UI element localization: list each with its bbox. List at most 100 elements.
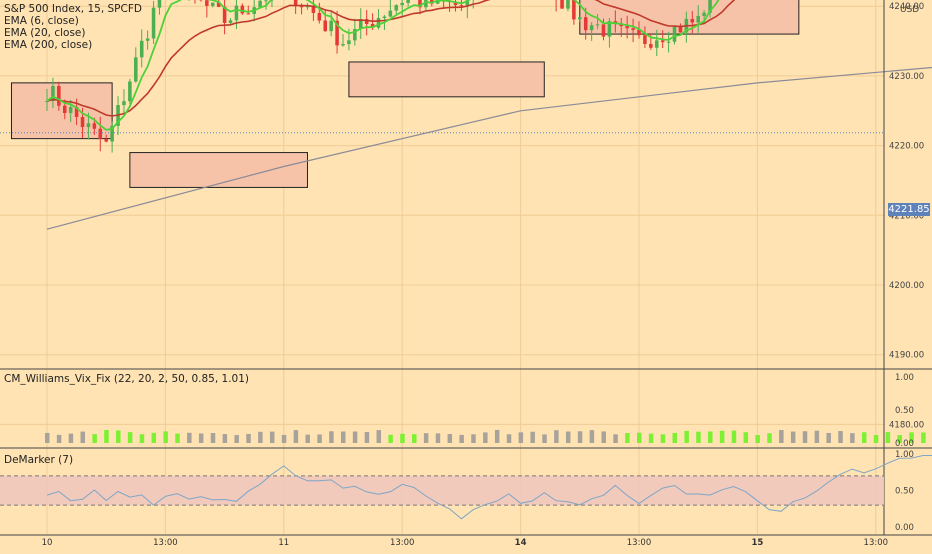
vix-bar	[329, 431, 334, 443]
candle	[655, 40, 659, 47]
candle	[631, 28, 635, 30]
vix-bar	[163, 431, 168, 443]
vix-bar	[708, 431, 713, 443]
candle	[383, 17, 387, 18]
vix-bar	[448, 434, 453, 443]
candle	[584, 17, 588, 30]
candle	[377, 18, 381, 28]
vix-bar	[921, 432, 926, 443]
candle	[661, 40, 665, 42]
candle	[596, 24, 600, 25]
candle	[300, 6, 304, 7]
candle	[229, 20, 233, 23]
vix-bar	[471, 434, 476, 443]
legend-vix: CM_Williams_Vix_Fix (22, 20, 2, 50, 0.85…	[4, 373, 249, 385]
ema6-line	[47, 0, 932, 289]
vix-bar	[601, 431, 606, 443]
candle	[205, 0, 209, 6]
price-axis-tick: 4200.00	[889, 281, 924, 291]
vix-bar	[483, 432, 488, 443]
legend-title: S&P 500 Index, 15, SPCFD	[4, 3, 142, 15]
vix-bar	[720, 431, 725, 443]
vix-bar	[57, 435, 62, 443]
vix-bar	[744, 432, 749, 443]
vix-bar	[625, 433, 630, 443]
vix-bar	[424, 433, 429, 443]
vix-bar	[732, 431, 737, 443]
candle	[667, 42, 671, 43]
candle	[235, 6, 239, 21]
vix-bar	[507, 434, 512, 443]
vix-bar	[152, 433, 157, 443]
candle	[158, 0, 162, 8]
candle	[241, 6, 245, 14]
candle	[57, 86, 61, 106]
vix-bar	[542, 434, 547, 443]
vix-bar	[850, 433, 855, 443]
candle	[93, 123, 97, 129]
vix-axis-tick: 0.50	[895, 406, 914, 416]
candle	[87, 123, 91, 127]
price-axis-tick: 4240.00	[889, 2, 924, 12]
candle	[347, 40, 351, 44]
candle	[258, 1, 262, 7]
vix-bar	[613, 434, 618, 443]
candle	[602, 24, 606, 36]
vix-bar	[69, 434, 74, 443]
candle	[247, 13, 251, 14]
vix-bar	[566, 432, 571, 443]
candle	[211, 3, 215, 6]
demarker-axis-tick: 0.00	[895, 523, 914, 533]
candle	[406, 0, 410, 3]
ema20-line	[47, 0, 932, 233]
vix-bar	[495, 430, 500, 443]
vix-bar	[862, 432, 867, 443]
vix-bar	[45, 433, 50, 443]
candle	[63, 106, 67, 113]
time-axis-tick: 10	[42, 538, 53, 548]
candle	[264, 0, 268, 1]
candle	[578, 17, 582, 19]
vix-bar	[92, 434, 97, 443]
candle	[122, 101, 126, 105]
price-axis-tick: 4220.00	[889, 142, 924, 152]
vix-bar	[838, 431, 843, 443]
candle	[146, 38, 150, 40]
vix-bar	[803, 431, 808, 443]
vix-bar	[258, 432, 263, 443]
candle	[104, 139, 108, 141]
time-axis-tick: 13:00	[390, 538, 415, 548]
candle	[572, 0, 576, 19]
vix-bar	[791, 432, 796, 443]
vix-bar	[459, 435, 464, 443]
vix-bar	[128, 432, 133, 443]
candle	[323, 20, 327, 31]
vix-bar	[590, 430, 595, 443]
candle	[134, 57, 138, 81]
vix-bar	[684, 431, 689, 443]
vix-bar	[341, 431, 346, 443]
vix-bar	[365, 432, 370, 443]
price-axis-tick: 4230.00	[889, 72, 924, 82]
vix-bar	[779, 430, 784, 443]
vix-bar	[826, 433, 831, 443]
candle	[99, 129, 103, 139]
supply-demand-zone	[130, 153, 308, 188]
candle	[395, 5, 399, 11]
candle	[696, 16, 700, 23]
vix-bar	[270, 432, 275, 443]
vix-axis-tick: 0.00	[895, 439, 914, 449]
last-price-badge: 4221.85	[888, 203, 930, 216]
vix-bar	[673, 433, 678, 443]
candle	[702, 13, 706, 16]
vix-bar	[519, 432, 524, 443]
vix-bar	[104, 430, 109, 443]
vix-bar	[305, 435, 310, 443]
candle	[566, 0, 570, 9]
vix-bar	[294, 430, 299, 443]
vix-bar	[234, 435, 239, 443]
price-axis-tick: 4190.00	[889, 351, 924, 361]
vix-bar	[436, 433, 441, 443]
